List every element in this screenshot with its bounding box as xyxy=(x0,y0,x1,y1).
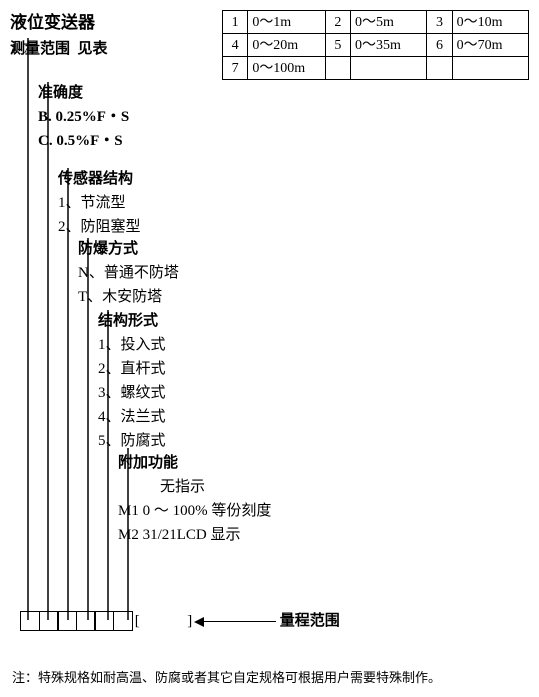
sensor-2: 2、防阻塞型 xyxy=(58,216,141,239)
sensor-heading: 传感器结构 xyxy=(58,168,133,191)
code-boxes xyxy=(20,610,131,633)
sensor-1: 1、节流型 xyxy=(58,192,126,215)
cell-val: 0～5m xyxy=(351,11,427,34)
explosion-n: N、普通不防塔 xyxy=(78,262,179,285)
arrow-icon xyxy=(196,621,276,622)
addon-heading: 附加功能 xyxy=(118,452,178,475)
accuracy-c: C. 0.5%F・S xyxy=(38,130,123,153)
form-3: 3、螺纹式 xyxy=(98,382,166,405)
bracket-open: [ xyxy=(135,613,140,629)
cell-val: 0～10m xyxy=(452,11,528,34)
spec-tree: 测量范围 见表 1-7 准确度 B. 0.25%F・S C. 0.5%F・S 传… xyxy=(10,38,529,658)
addon-m1: M1 0 ～ 100% 等份刻度 xyxy=(118,500,271,523)
explosion-t: T、木安防塔 xyxy=(78,286,162,309)
range-arrow-label: 量程范围 xyxy=(280,613,340,629)
explosion-heading: 防爆方式 xyxy=(78,238,138,261)
cell-idx: 1 xyxy=(223,11,248,34)
cell-idx: 2 xyxy=(325,11,350,34)
form-heading: 结构形式 xyxy=(98,310,158,333)
addon-m2: M2 31/21LCD 显示 xyxy=(118,524,241,547)
accuracy-b: B. 0.25%F・S xyxy=(38,106,129,129)
cell-idx: 3 xyxy=(427,11,452,34)
form-5: 5、防腐式 xyxy=(98,430,166,453)
addon-none: 无指示 xyxy=(160,476,205,499)
range-ref: 1-7 xyxy=(10,38,30,61)
form-2: 2、直杆式 xyxy=(98,358,166,381)
accuracy-heading: 准确度 xyxy=(38,82,83,105)
cell-val: 0～1m xyxy=(248,11,325,34)
form-1: 1、投入式 xyxy=(98,334,166,357)
footnote: 注：特殊规格如耐高温、防腐或者其它自定规格可根据用户需要特殊制作。 xyxy=(10,668,529,688)
form-4: 4、法兰式 xyxy=(98,406,166,429)
